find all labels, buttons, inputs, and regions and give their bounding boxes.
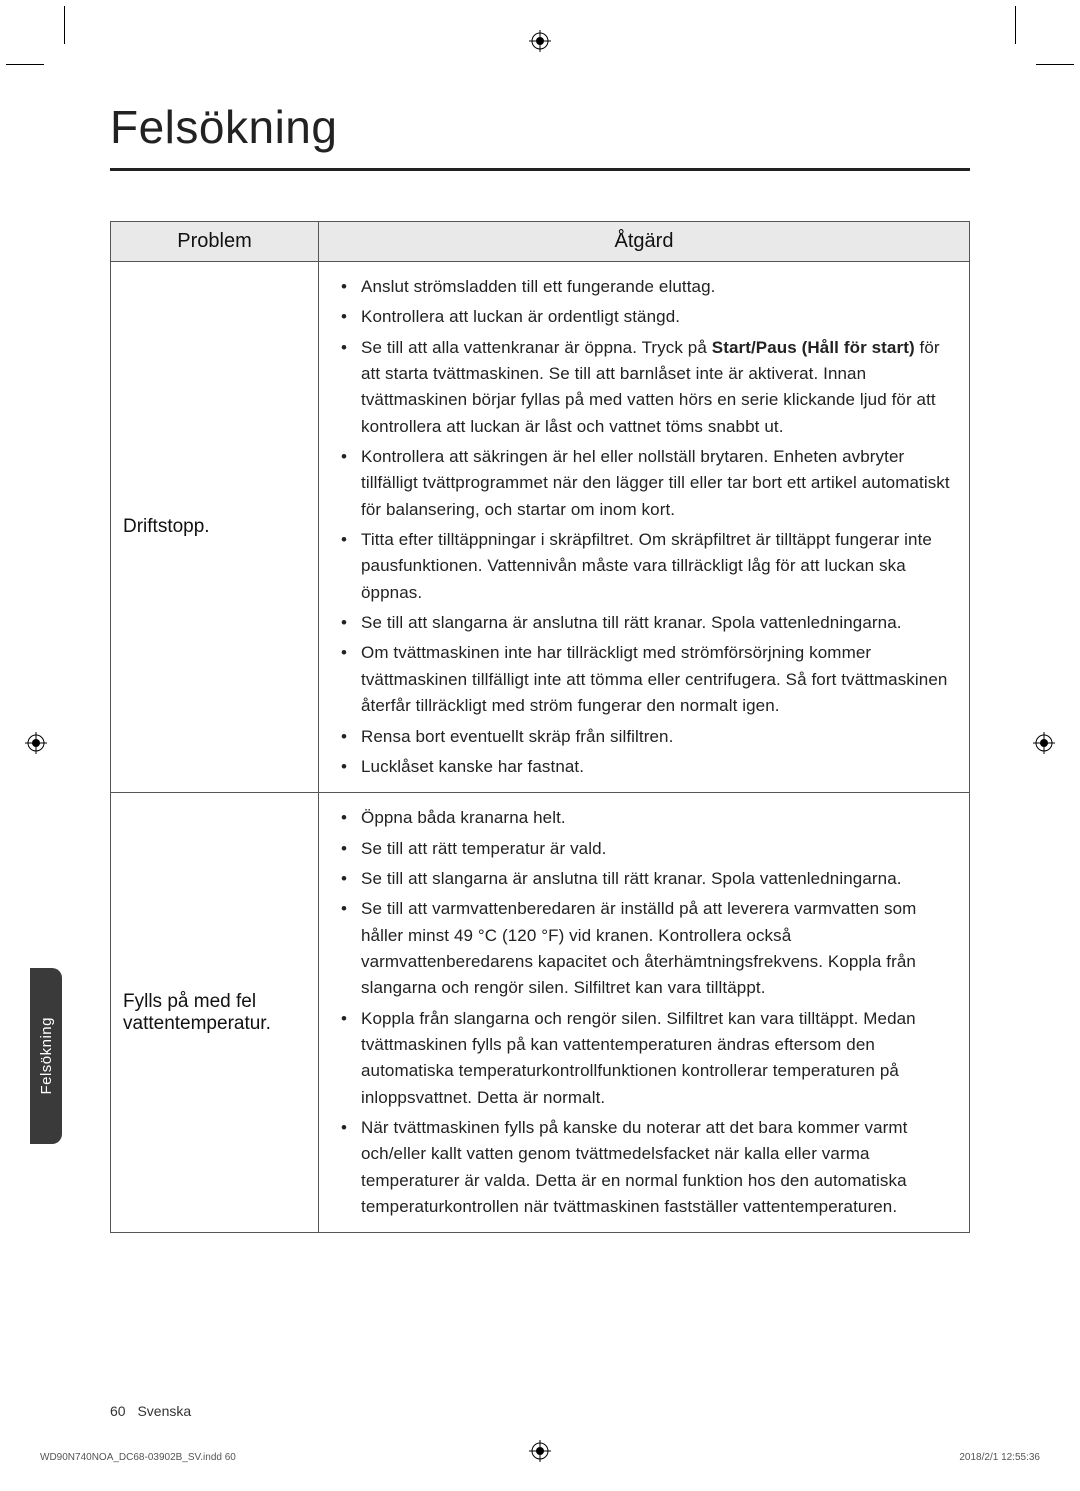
list-item: Se till att slangarna är anslutna till r… [325,608,961,638]
registration-mark-bottom [529,1440,551,1462]
action-list: Öppna båda kranarna helt.Se till att rät… [325,803,961,1222]
list-item: Titta efter tilltäppningar i skräpfiltre… [325,525,961,608]
list-item: Anslut strömsladden till ett fungerande … [325,272,961,302]
list-item: Om tvättmaskinen inte har tillräckligt m… [325,638,961,721]
list-item: Se till att rätt temperatur är vald. [325,834,961,864]
list-item: Kontrollera att luckan är ordentligt stä… [325,302,961,332]
action-cell: Öppna båda kranarna helt.Se till att rät… [319,793,970,1233]
table-row: Driftstopp.Anslut strömsladden till ett … [111,262,970,793]
crop-mark [6,64,44,65]
page-title: Felsökning [110,100,970,171]
list-item: Se till att slangarna är anslutna till r… [325,864,961,894]
crop-mark [1015,6,1016,44]
crop-mark [64,6,65,44]
registration-mark-right [1033,732,1055,754]
list-item: Se till att varmvattenberedaren är instä… [325,894,961,1003]
page-language: Svenska [137,1403,191,1419]
page-footer: 60 Svenska [110,1403,191,1419]
col-header-action: Åtgärd [319,222,970,262]
registration-mark-top [529,30,551,52]
crop-mark [1036,64,1074,65]
list-item: Öppna båda kranarna helt. [325,803,961,833]
action-cell: Anslut strömsladden till ett fungerande … [319,262,970,793]
troubleshooting-table: Problem Åtgärd Driftstopp.Anslut strömsl… [110,221,970,1233]
list-item: Se till att alla vattenkranar är öppna. … [325,333,961,442]
problem-cell: Driftstopp. [111,262,319,793]
problem-cell: Fylls på med fel vattentemperatur. [111,793,319,1233]
list-item: När tvättmaskinen fylls på kanske du not… [325,1113,961,1222]
print-slug-right: 2018/2/1 12:55:36 [959,1452,1040,1463]
table-row: Fylls på med fel vattentemperatur.Öppna … [111,793,970,1233]
page-number: 60 [110,1403,126,1419]
list-item: Koppla från slangarna och rengör silen. … [325,1004,961,1113]
list-item: Rensa bort eventuellt skräp från silfilt… [325,722,961,752]
registration-mark-left [25,732,47,754]
list-item: Kontrollera att säkringen är hel eller n… [325,442,961,525]
side-tab: Felsökning [30,968,62,1144]
action-list: Anslut strömsladden till ett fungerande … [325,272,961,782]
side-tab-label: Felsökning [38,1017,55,1095]
list-item: Lucklåset kanske har fastnat. [325,752,961,782]
print-slug-left: WD90N740NOA_DC68-03902B_SV.indd 60 [40,1452,236,1463]
col-header-problem: Problem [111,222,319,262]
